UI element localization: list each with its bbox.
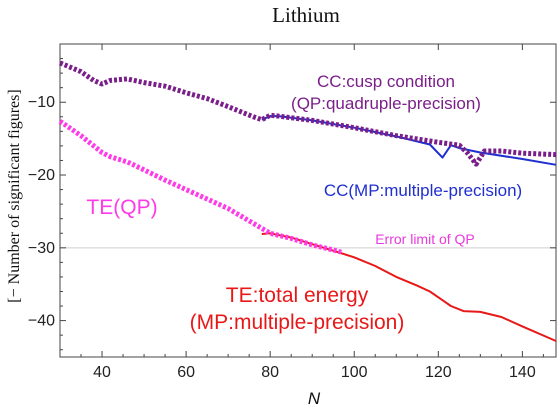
annotation-te-mp-line1: TE:total energy (226, 284, 369, 307)
series-cc-qp-line (59, 60, 557, 167)
x-tick-layer: 40 60 80 100 120 140 (59, 44, 544, 381)
annotation-cc-mp: CC(MP:multiple-precision) (324, 181, 522, 200)
annotation-error-limit: Error limit of QP (375, 231, 475, 247)
x-axis-label: N (308, 389, 321, 408)
annotation-te-mp-line2: (MP:multiple-precision) (190, 311, 405, 334)
x-tick-label: 140 (509, 364, 536, 381)
plot-frame (59, 43, 557, 358)
y-tick-label: −10 (28, 94, 55, 111)
chart-title: Lithium (272, 3, 340, 27)
annotation-te-qp: TE(QP) (86, 196, 157, 219)
series-layer (58, 60, 557, 342)
y-tick-label: −30 (28, 240, 55, 257)
x-tick-label: 40 (93, 364, 111, 381)
y-tick-layer: −10 −20 −30 −40 (28, 58, 556, 351)
y-tick-label: −40 (28, 313, 55, 330)
x-tick-label: 100 (341, 364, 368, 381)
annotation-cc-qp-line2: (QP:quadruple-precision) (291, 94, 481, 113)
y-tick-label: −20 (28, 167, 55, 184)
annotation-cc-qp-line1: CC:cusp condition (317, 72, 455, 91)
x-tick-label: 120 (425, 364, 452, 381)
series-te-qp-line (58, 119, 343, 255)
y-axis-label: [− Number of significant figures] (6, 89, 23, 302)
x-tick-label: 60 (177, 364, 195, 381)
x-tick-label: 80 (261, 364, 279, 381)
series-cc-mp-line (261, 115, 557, 166)
